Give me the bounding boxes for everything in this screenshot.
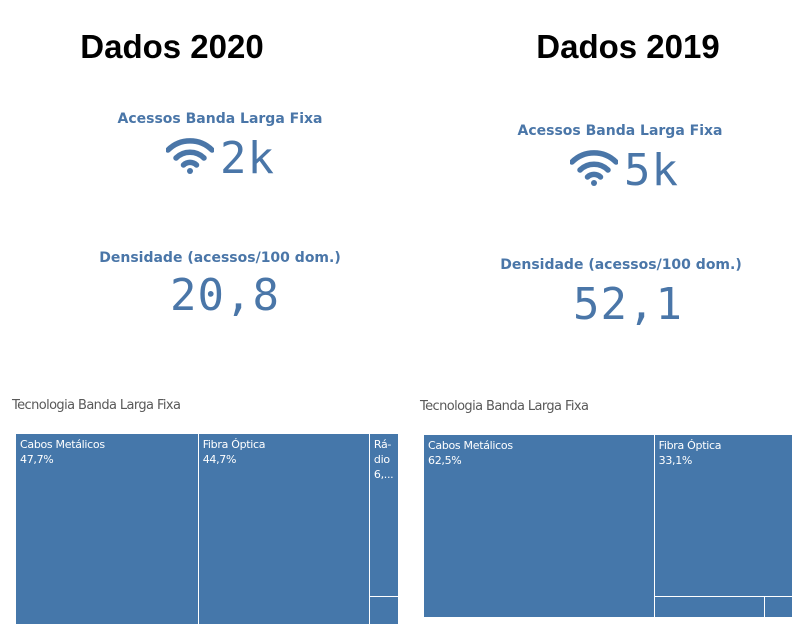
kpi-density-label: Densidade (acessos/100 dom.): [99, 250, 341, 266]
treemap-2019: Cabos Metálicos 62,5% Fibra Óptica 33,1%: [424, 435, 793, 618]
treemap-tile-value: 44,7%: [202, 453, 237, 466]
treemap-tile-name: Fibra Óptica: [202, 438, 266, 451]
chart-title: Tecnologia Banda Larga Fixa: [420, 399, 589, 414]
kpi-density-label: Densidade (acessos/100 dom.): [500, 257, 742, 273]
treemap-tile[interactable]: Fibra Óptica 44,7%: [198, 434, 370, 625]
kpi-access-value: 5k: [624, 145, 679, 196]
kpi-access: 5k: [569, 145, 679, 196]
treemap-tile-value: 47,7%: [20, 453, 54, 466]
treemap-tile-value: 6,...: [373, 468, 394, 481]
treemap-tile[interactable]: Cabos Metálicos 47,7%: [16, 434, 199, 625]
treemap-tile-value: 62,5%: [428, 454, 462, 467]
treemap-tile[interactable]: [654, 596, 765, 618]
kpi-access: 2k: [165, 133, 275, 184]
kpi-density-value: 52,1: [573, 279, 683, 330]
kpi-access-label: Acessos Banda Larga Fixa: [117, 111, 323, 127]
kpi-density-value: 20,8: [170, 270, 280, 321]
treemap-tile-name: Cabos Metálicos: [428, 439, 513, 452]
panel-title: Dados 2020: [80, 28, 264, 65]
wifi-icon: [569, 150, 619, 191]
treemap-tile[interactable]: Fibra Óptica 33,1%: [654, 435, 793, 597]
kpi-access-label: Acessos Banda Larga Fixa: [517, 123, 723, 139]
treemap-tile[interactable]: Rá- dio 6,...: [369, 434, 399, 598]
treemap-tile-name: Rá- dio: [373, 438, 392, 466]
treemap-tile-name: Fibra Óptica: [658, 439, 722, 452]
treemap-2020: Cabos Metálicos 47,7% Fibra Óptica 44,7% Rá-…: [16, 434, 399, 625]
kpi-access-value: 2k: [220, 133, 275, 184]
wifi-icon: [165, 138, 215, 179]
chart-title: Tecnologia Banda Larga Fixa: [12, 398, 181, 413]
treemap-tile-name: Cabos Metálicos: [20, 438, 105, 451]
treemap-tile[interactable]: [764, 596, 793, 618]
treemap-tile[interactable]: [369, 597, 399, 625]
treemap-tile-value: 33,1%: [658, 454, 693, 467]
treemap-tile[interactable]: Cabos Metálicos 62,5%: [424, 435, 655, 618]
panel-title: Dados 2019: [536, 28, 720, 65]
